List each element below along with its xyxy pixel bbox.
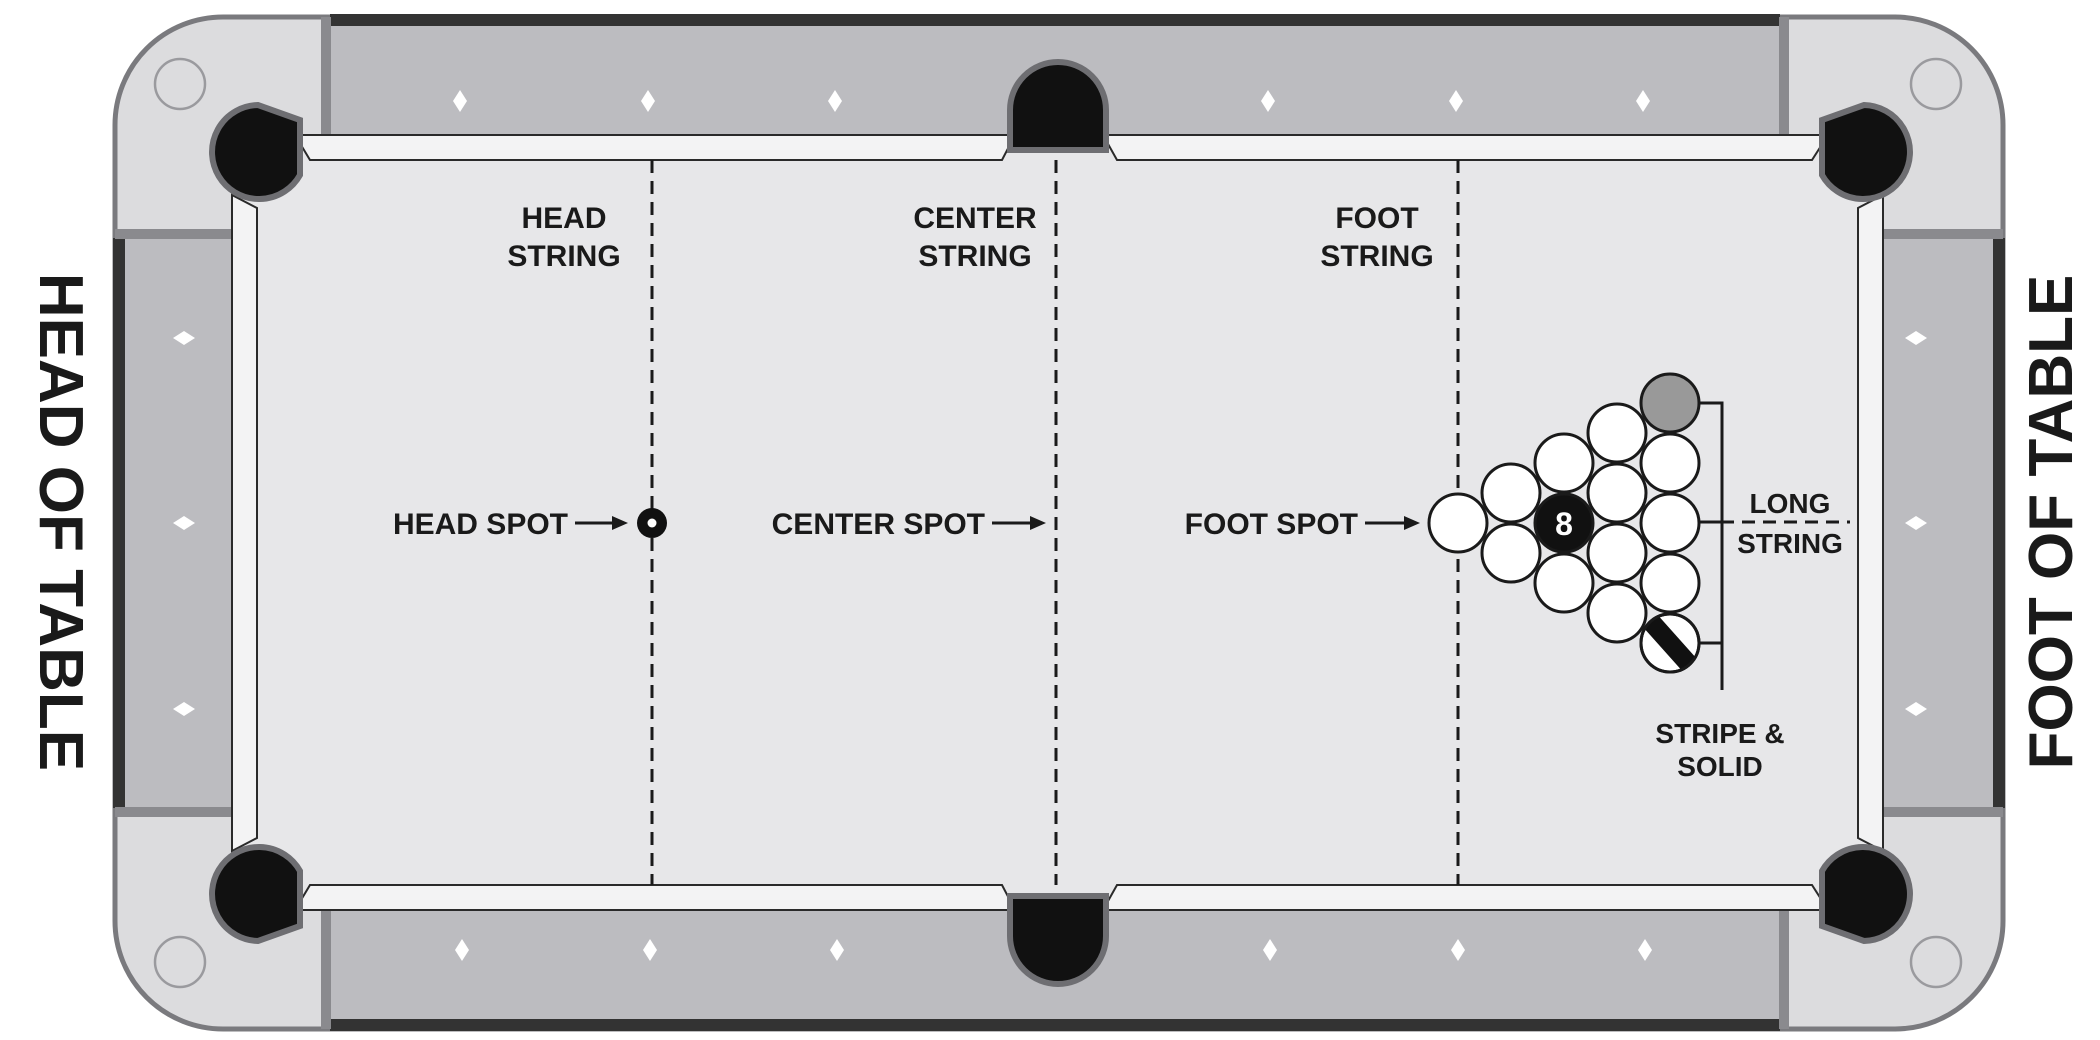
cushion-right [1857,193,1884,853]
screw-icon [153,57,207,111]
diamond-icon [1636,90,1650,112]
head-string-label-line1: HEAD [521,202,606,235]
ball [1586,522,1648,584]
diamond-icon [643,939,657,961]
ball [1586,582,1648,644]
arrow-head-icon [612,516,628,530]
head-spot-center [647,518,657,528]
cushion-top-right [1101,134,1830,161]
pocket-bottom-center [1007,893,1109,987]
stripe-solid-label-line2: SOLID [1677,751,1763,782]
diamond-icon [828,90,842,112]
solid-ball [1639,372,1701,434]
diamond-icon [1905,702,1927,716]
screw-icon [1909,935,1963,989]
ball [1586,402,1648,464]
right-rail-edge [1993,238,2005,808]
stripe-solid-bracket [1700,401,1724,690]
diamond-icon [173,331,195,345]
labels: HEAD STRING CENTER STRING FOOT STRING HE… [26,202,2086,782]
long-string-label-line1: LONG [1750,488,1831,519]
ball [1639,492,1701,554]
pocket-top-left [209,101,303,202]
bottom-rail-edge [330,1019,1780,1031]
foot-spot-label: FOOT SPOT [1185,508,1358,541]
cushion-left [231,193,258,853]
cushion-bottom-left [293,884,1017,911]
diamond-icon [1905,516,1927,530]
head-of-table-label: HEAD OF TABLE [26,273,95,771]
center-string-label-line1: CENTER [913,202,1037,235]
top-rail-edge [330,14,1780,26]
diamond-icon [173,702,195,716]
cushion-bottom-right [1101,884,1830,911]
stripe-band [1642,615,1698,671]
ball [1480,522,1542,584]
ball [1639,552,1701,614]
diamond-icon [1263,939,1277,961]
ball [1480,462,1542,524]
left-rail-edge [113,238,125,808]
foot-of-table-label: FOOT OF TABLE [2017,275,2086,770]
foot-string-label-line1: FOOT [1335,202,1418,235]
diamond-icon [1638,939,1652,961]
diamond-icon [1451,939,1465,961]
stripe-solid-label-line1: STRIPE & [1655,718,1784,749]
center-spot-label: CENTER SPOT [772,508,985,541]
playing-surface [240,135,1880,910]
diamond-icon [1261,90,1275,112]
long-string-label-line2: STRING [1737,528,1843,559]
head-spot-label: HEAD SPOT [393,508,568,541]
pocket-bottom-left [209,844,303,945]
screw-icon [153,935,207,989]
ball [1533,432,1595,494]
diamond-icon [453,90,467,112]
diamond-icon [173,516,195,530]
diamonds [173,90,1927,961]
diamond-icon [455,939,469,961]
ball-rack [1427,372,1701,644]
foot-string-label-line2: STRING [1320,240,1433,273]
arrow-head-icon [1030,516,1046,530]
diamond-icon [641,90,655,112]
ball [1427,492,1489,554]
eight-ball-number: 8 [1555,506,1573,542]
screw-icon [1909,57,1963,111]
diamond-icon [1905,331,1927,345]
ball [1639,432,1701,494]
ball [1586,462,1648,524]
arrow-head-icon [1404,516,1420,530]
head-string-label-line2: STRING [507,240,620,273]
eight-ball [1533,492,1595,554]
diamond-icon [1449,90,1463,112]
cushion-top-left [293,134,1017,161]
ball [1533,552,1595,614]
right-rail [1878,238,2003,808]
pocket-top-center [1007,59,1109,153]
diamond-icon [830,939,844,961]
center-string-label-line2: STRING [918,240,1031,273]
cushions [231,134,1884,911]
pockets [209,59,1913,987]
pocket-top-right [1819,101,1913,202]
pocket-bottom-right [1819,844,1913,945]
